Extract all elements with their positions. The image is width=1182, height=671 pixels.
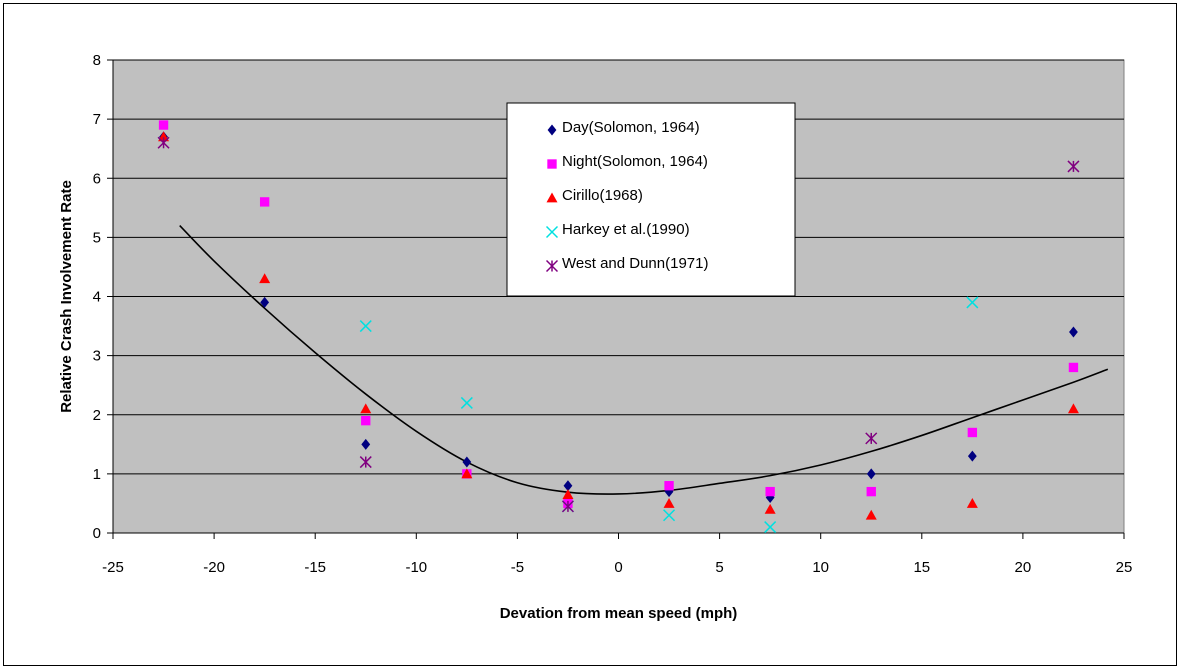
x-tick-label: -15: [304, 559, 326, 576]
x-axis-title: Devation from mean speed (mph): [500, 605, 738, 622]
point-x: [460, 396, 473, 409]
x-tick-label: -10: [405, 559, 427, 576]
point-square: [259, 197, 270, 207]
legend-marker-star: [545, 259, 559, 273]
point-triangle: [764, 503, 776, 514]
legend-label: Day(Solomon, 1964): [562, 119, 700, 136]
point-star: [561, 500, 574, 513]
point-diamond: [866, 468, 876, 480]
x-tick-label: -5: [511, 559, 524, 576]
legend-label: Harkey et al.(1990): [562, 221, 690, 238]
point-diamond: [260, 296, 270, 308]
x-tick-label: 0: [614, 559, 622, 576]
trendline: [179, 224, 1109, 495]
x-tick-label: 20: [1015, 559, 1032, 576]
point-star: [157, 136, 170, 149]
point-square: [361, 415, 371, 426]
point-triangle: [865, 509, 877, 520]
point-star: [1067, 160, 1080, 173]
point-square: [765, 486, 775, 497]
legend-label: West and Dunn(1971): [562, 255, 708, 272]
y-tick-label: 3: [93, 348, 101, 365]
point-x: [966, 296, 979, 309]
legend-marker-triangle: [546, 192, 558, 203]
point-triangle: [562, 489, 574, 499]
point-diamond: [563, 480, 573, 492]
point-x: [764, 521, 777, 534]
point-triangle: [966, 497, 978, 508]
x-tick-label: -20: [203, 559, 225, 576]
y-tick-label: 8: [93, 52, 101, 69]
y-tick-label: 2: [93, 407, 101, 424]
point-triangle: [663, 497, 675, 508]
point-x: [663, 509, 676, 522]
point-square: [664, 481, 674, 491]
legend-marker-diamond: [547, 124, 557, 136]
y-tick-label: 0: [93, 525, 101, 542]
point-square: [1068, 362, 1079, 373]
point-square: [866, 486, 876, 497]
tick-labels: -25 -20 -15 -10 -5 0 5 10 15 20 25 0 1 2 3 4 5 6 7 8: [93, 52, 1133, 576]
point-triangle: [461, 468, 473, 479]
point-triangle: [1067, 403, 1079, 414]
legend-marker-x: [545, 225, 559, 239]
legend-marker-square: [547, 159, 557, 169]
y-tick-label: 5: [93, 229, 101, 246]
x-tick-label: -25: [102, 559, 124, 576]
x-tick-label: 15: [913, 559, 930, 576]
point-x: [359, 320, 372, 333]
point-diamond: [1069, 326, 1078, 338]
point-diamond: [462, 456, 472, 468]
point-triangle: [259, 273, 271, 284]
x-tick-label: 5: [715, 559, 723, 576]
point-diamond: [967, 450, 977, 462]
point-diamond: [361, 438, 371, 450]
point-triangle: [158, 131, 170, 142]
trendline-group: [179, 224, 1109, 495]
x-tick-label: 10: [812, 559, 829, 576]
legend: Day(Solomon, 1964) Night(Solomon, 1964) Ci…: [506, 102, 796, 297]
y-tick-label: 1: [93, 466, 101, 483]
y-tick-label: 7: [93, 111, 101, 128]
y-tick-label: 6: [93, 170, 101, 187]
y-tick-label: 4: [93, 289, 101, 306]
point-square: [158, 120, 169, 130]
x-tick-label: 25: [1116, 559, 1133, 576]
point-star: [865, 432, 878, 445]
point-triangle: [360, 403, 372, 414]
data-points: [157, 120, 1080, 534]
legend-label: Night(Solomon, 1964): [562, 153, 708, 170]
point-star: [359, 456, 372, 469]
y-axis-title: Relative Crash Involvement Rate: [58, 180, 75, 413]
point-square: [967, 427, 978, 438]
legend-label: Cirillo(1968): [562, 187, 643, 204]
